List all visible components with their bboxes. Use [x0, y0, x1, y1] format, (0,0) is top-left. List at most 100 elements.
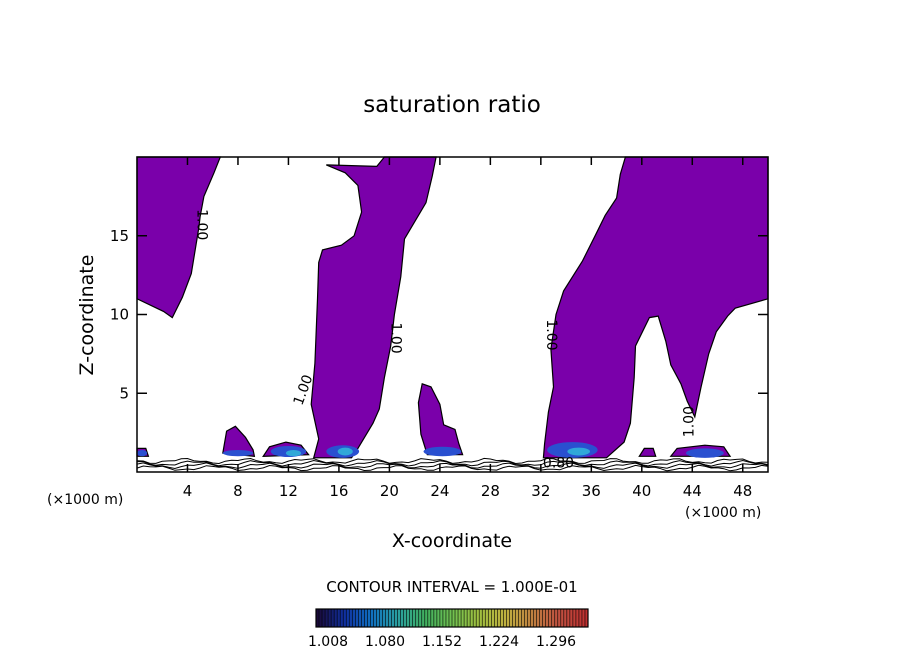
x-tick-label: 8 [233, 482, 243, 500]
colorbar-cell [545, 609, 550, 627]
colorbar-cell [464, 609, 468, 627]
x-tick-label: 20 [380, 482, 399, 500]
surface-contour-lines [136, 457, 769, 472]
x-tick-label: 40 [632, 482, 651, 500]
cyan-patch-34km [567, 447, 591, 456]
colorbar-cell [352, 609, 356, 627]
y-tick-label: 10 [110, 306, 129, 324]
colorbar-cell [551, 609, 556, 627]
colorbar-cell [584, 609, 589, 627]
colorbar-frame [315, 608, 589, 628]
colorbar-cell [461, 609, 465, 627]
colorbar-cell [455, 609, 459, 627]
colorbar-cell [470, 609, 474, 627]
colorbar-cell [373, 609, 377, 627]
colorbar-cell [479, 609, 483, 627]
x-tick-label: 24 [430, 482, 449, 500]
x-tick-label: 12 [279, 482, 298, 500]
colorbar-cell [328, 609, 332, 627]
colorbar-cell [530, 609, 534, 627]
colorbar-cell [482, 609, 486, 627]
colorbar-cell [430, 609, 435, 627]
colorbar-cell [581, 609, 586, 627]
colorbar-cell [458, 609, 462, 627]
contour-label: 1.00 [388, 323, 404, 354]
x-tick-label: 44 [683, 482, 702, 500]
colorbar-cell [337, 609, 341, 627]
colorbar-cell [340, 609, 344, 627]
colorbar-cell [569, 609, 574, 627]
colorbar-cell [548, 609, 553, 627]
x-axis-ticks: 4 8 12 16 20 24 28 32 36 40 44 48 [183, 157, 752, 500]
contour-interval-text: CONTOUR INTERVAL = 1.000E-01 [326, 578, 577, 596]
colorbar-cell [376, 609, 380, 627]
colorbar-cell [382, 609, 386, 627]
colorbar-cell [557, 609, 562, 627]
colorbar-cell [506, 609, 510, 627]
colorbar-cell [364, 609, 368, 627]
colorbar-cell [409, 609, 414, 627]
colorbar-cell [509, 609, 513, 627]
colorbar-cell [424, 609, 429, 627]
colorbar-cell [476, 609, 480, 627]
blue-patch-44km [685, 448, 724, 458]
surface-contour-line [136, 457, 769, 465]
blue-patch-0km [137, 449, 148, 457]
colorbar-cell [467, 609, 471, 627]
blue-patch-8km [222, 449, 254, 457]
colorbar-cell [488, 609, 492, 627]
contour-label: 1.00 [682, 406, 698, 437]
colorbar-cell [442, 609, 447, 627]
y-axis-label: Z-coordinate [76, 255, 98, 376]
colorbar-cell [379, 609, 383, 627]
surface-contour-line [136, 464, 769, 472]
colorbar-cell [334, 609, 338, 627]
colorbar-cell [436, 609, 441, 627]
contour-labels: 1.001.001.001.001.000.80 [193, 209, 697, 471]
colorbar-cell [349, 609, 353, 627]
contour-label: 1.00 [543, 319, 559, 350]
x-tick-label: 4 [183, 482, 193, 500]
colorbar-cell [533, 609, 537, 627]
colorbar-cell [566, 609, 571, 627]
colorbar-cell [575, 609, 580, 627]
colorbar-cell [448, 609, 453, 627]
colorbar-cell [491, 609, 495, 627]
colorbar-label: 1.296 [536, 634, 576, 650]
purple-region-small-plume [417, 383, 464, 456]
chart-title: saturation ratio [363, 92, 541, 118]
surface-contour-line [136, 462, 769, 470]
colorbar-cell [418, 609, 423, 627]
colorbar-cell [554, 609, 559, 627]
colorbar-cell [346, 609, 350, 627]
x-unit-label-left: (×1000 m) [47, 492, 123, 508]
cyan-patch-16km [337, 447, 353, 456]
colorbar-cell [331, 609, 335, 627]
colorbar-cell [361, 609, 365, 627]
x-axis-label: X-coordinate [392, 530, 512, 552]
colorbar-cell [355, 609, 359, 627]
x-tick-label: 32 [531, 482, 550, 500]
colorbar-cell [512, 609, 516, 627]
colorbar-label: 1.224 [479, 634, 519, 650]
colorbar-cell [539, 609, 543, 627]
colorbar-cell [452, 609, 456, 627]
purple-region-upper-left [136, 156, 222, 319]
colorbar-cell [578, 609, 583, 627]
x-tick-label: 48 [733, 482, 752, 500]
blue-patch-24km [423, 446, 462, 457]
x-tick-label: 16 [329, 482, 348, 500]
contour-regions [136, 156, 769, 459]
colorbar-cell [527, 609, 531, 627]
colorbar-label: 1.080 [365, 634, 405, 650]
colorbar-cell [367, 609, 371, 627]
purple-region-right-plume [542, 156, 769, 459]
colorbar-cell [385, 609, 389, 627]
colorbar-cell [503, 609, 507, 627]
cyan-patch-12km [285, 449, 302, 457]
colorbar-cell [412, 609, 417, 627]
colorbar-cell [572, 609, 577, 627]
colorbar-cell [319, 609, 323, 627]
purple-blob-8km [222, 425, 256, 457]
colorbar-labels: 1.008 1.080 1.152 1.224 1.296 [308, 634, 576, 650]
